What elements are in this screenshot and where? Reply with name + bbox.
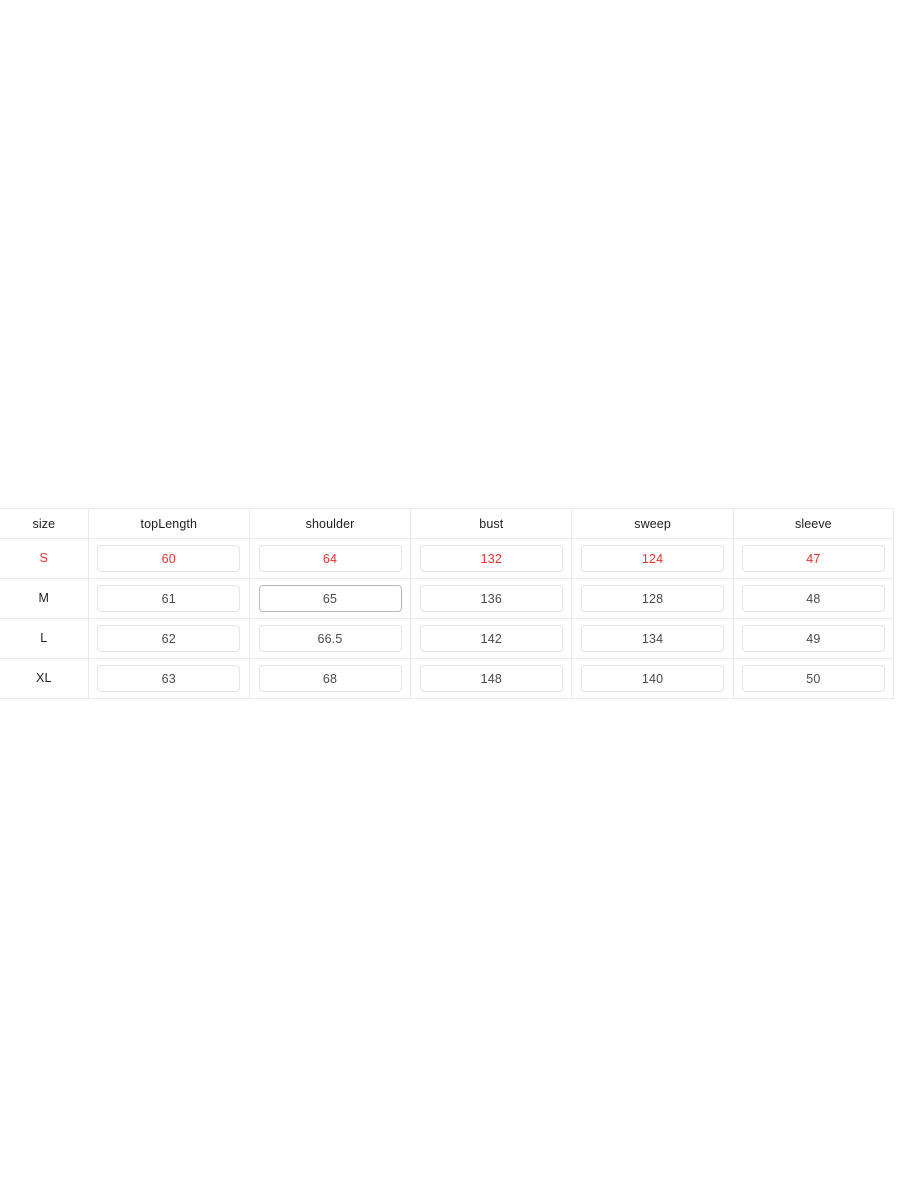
size-chart-container: size topLength shoulder bust sweep sleev… [0,508,900,699]
measurement-input-toplength-xl[interactable] [97,665,241,692]
measurement-cell-sweep-l[interactable] [571,618,734,659]
column-header-sleeve: sleeve [733,508,894,539]
measurement-cell-sleeve-xl[interactable] [733,658,894,699]
measurement-input-sweep-l[interactable] [581,625,725,652]
measurement-cell-shoulder-m[interactable] [249,578,412,619]
measurement-input-shoulder-l[interactable] [258,625,402,652]
size-chart-header: size topLength shoulder bust sweep sleev… [0,508,894,539]
column-header-shoulder: shoulder [249,508,412,539]
size-label: S [39,551,49,565]
measurement-input-sleeve-l[interactable] [741,625,885,652]
size-label: XL [35,671,52,685]
measurement-cell-sleeve-m[interactable] [733,578,894,619]
header-row: size topLength shoulder bust sweep sleev… [0,508,894,539]
measurement-cell-toplength-l[interactable] [88,618,250,659]
measurement-input-sleeve-s[interactable] [741,545,885,572]
measurement-cell-toplength-m[interactable] [88,578,250,619]
measurement-input-sleeve-m[interactable] [741,585,885,612]
size-cell-l[interactable]: L [0,618,89,659]
column-header-sweep: sweep [571,508,734,539]
measurement-cell-bust-xl[interactable] [410,658,573,699]
size-label: M [38,591,50,605]
measurement-cell-sweep-xl[interactable] [571,658,734,699]
measurement-input-sweep-xl[interactable] [581,665,725,692]
measurement-cell-bust-l[interactable] [410,618,573,659]
measurement-input-shoulder-s[interactable] [258,545,402,572]
measurement-input-shoulder-m[interactable] [258,585,402,612]
measurement-input-sweep-s[interactable] [581,545,725,572]
measurement-cell-sleeve-s[interactable] [733,538,894,579]
measurement-input-shoulder-xl[interactable] [258,665,402,692]
measurement-input-bust-s[interactable] [419,545,563,572]
measurement-input-sweep-m[interactable] [581,585,725,612]
measurement-cell-bust-s[interactable] [410,538,573,579]
table-row[interactable]: XL [0,658,894,699]
size-cell-xl[interactable]: XL [0,658,89,699]
measurement-cell-sweep-m[interactable] [571,578,734,619]
table-row[interactable]: M [0,578,894,619]
measurement-input-bust-m[interactable] [419,585,563,612]
measurement-input-toplength-l[interactable] [97,625,241,652]
size-chart-scroll-area[interactable]: size topLength shoulder bust sweep sleev… [0,508,894,699]
size-cell-s[interactable]: S [0,538,89,579]
size-cell-m[interactable]: M [0,578,89,619]
size-label: L [40,631,48,645]
column-header-size: size [0,508,89,539]
table-right-edge-rule [893,508,894,690]
measurement-input-sleeve-xl[interactable] [741,665,885,692]
measurement-cell-shoulder-xl[interactable] [249,658,412,699]
measurement-cell-toplength-xl[interactable] [88,658,250,699]
size-chart-body: S [0,538,894,699]
measurement-input-bust-xl[interactable] [419,665,563,692]
column-header-toplength: topLength [88,508,250,539]
measurement-cell-toplength-s[interactable] [88,538,250,579]
measurement-cell-shoulder-s[interactable] [249,538,412,579]
measurement-input-toplength-m[interactable] [97,585,241,612]
measurement-cell-shoulder-l[interactable] [249,618,412,659]
measurement-input-toplength-s[interactable] [97,545,241,572]
measurement-cell-sweep-s[interactable] [571,538,734,579]
column-header-bust: bust [410,508,573,539]
size-chart-table: size topLength shoulder bust sweep sleev… [0,508,894,699]
measurement-input-bust-l[interactable] [419,625,563,652]
measurement-cell-bust-m[interactable] [410,578,573,619]
table-row[interactable]: S [0,538,894,579]
measurement-cell-sleeve-l[interactable] [733,618,894,659]
table-row[interactable]: L [0,618,894,659]
